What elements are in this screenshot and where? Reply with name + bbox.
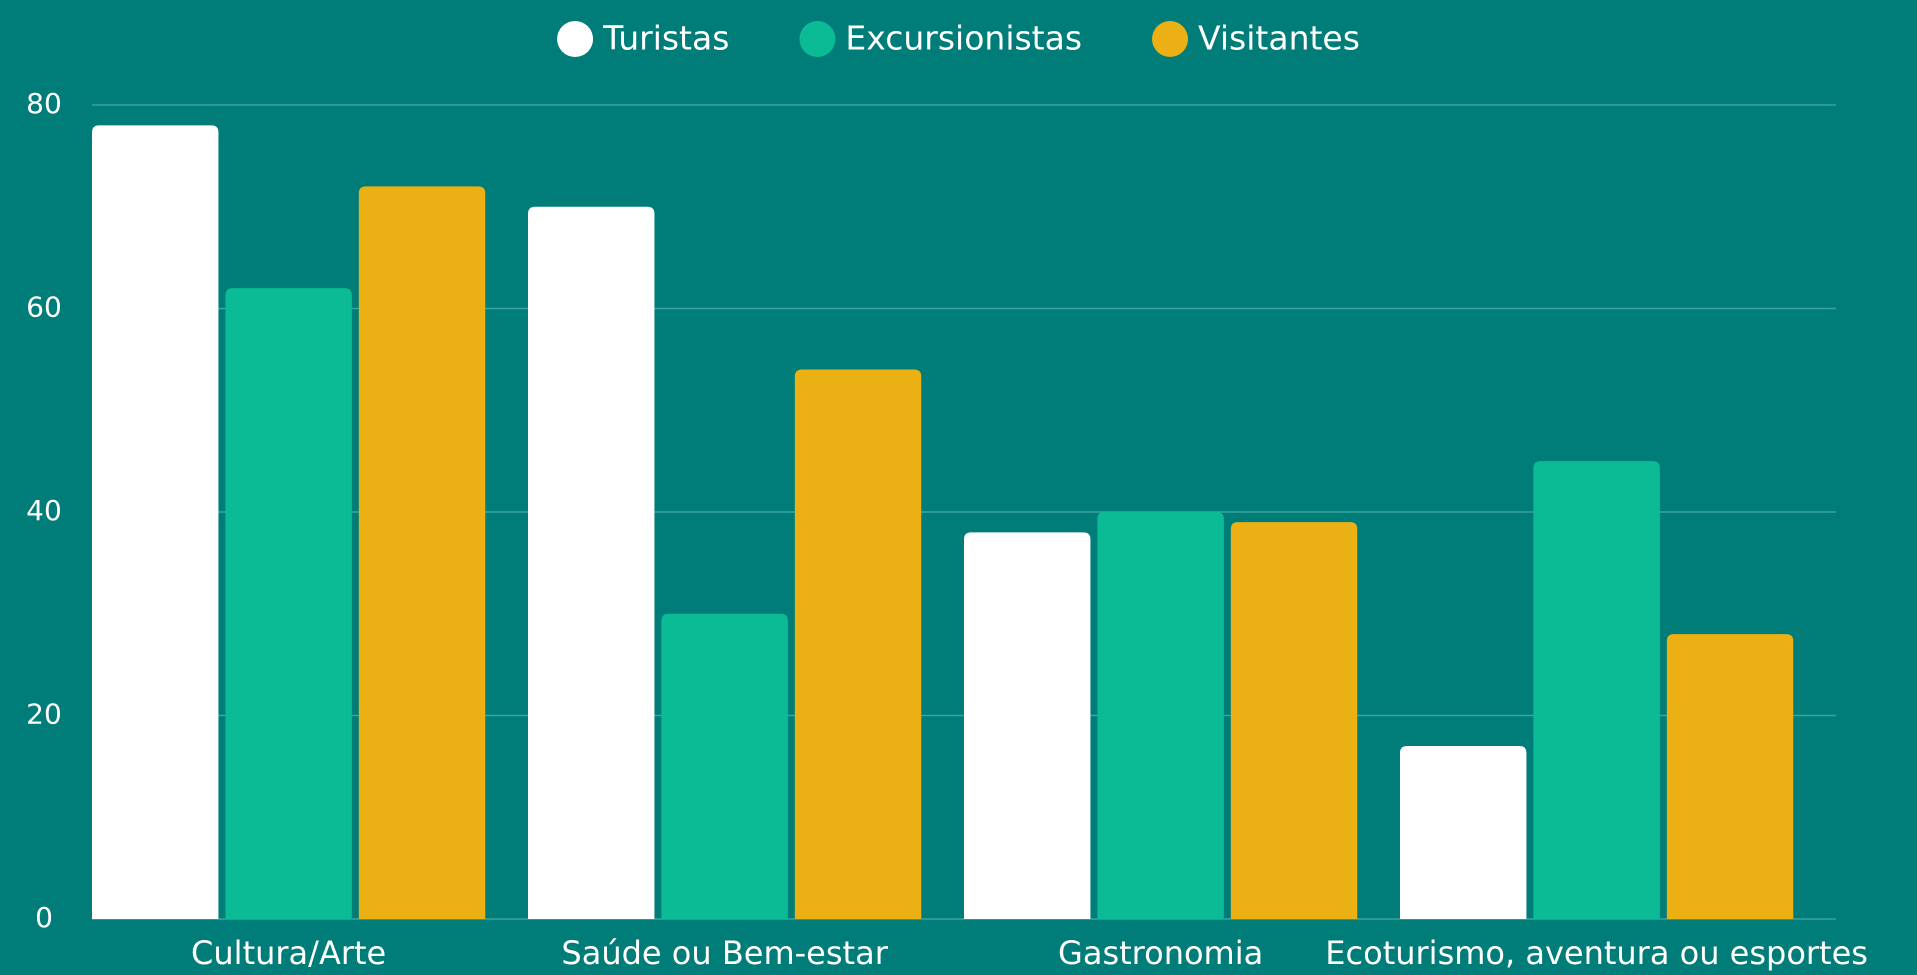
- legend-label: Visitantes: [1198, 19, 1360, 58]
- x-tick-label: Gastronomia: [1058, 934, 1263, 972]
- x-tick-label: Saúde ou Bem-estar: [561, 934, 888, 972]
- x-tick-label: Cultura/Arte: [191, 934, 386, 972]
- bar: [794, 369, 922, 919]
- bar: [964, 532, 1091, 919]
- y-tick-label: 0: [35, 901, 53, 934]
- y-tick-label: 40: [26, 494, 62, 527]
- bar: [661, 613, 788, 919]
- bar: [1097, 512, 1224, 919]
- bar: [92, 125, 219, 920]
- bar: [358, 186, 486, 919]
- bar: [1400, 746, 1527, 919]
- bar: [1533, 461, 1660, 919]
- bar: [225, 288, 352, 919]
- bar: [528, 206, 655, 919]
- y-tick-label: 60: [26, 291, 62, 324]
- bar: [1230, 522, 1358, 919]
- legend-label: Turistas: [602, 19, 729, 58]
- legend-marker: [1152, 21, 1189, 57]
- y-tick-label: 20: [26, 698, 62, 731]
- legend-label: Excursionistas: [845, 19, 1082, 58]
- bar: [1666, 634, 1794, 919]
- legend-marker: [557, 21, 594, 57]
- x-tick-label: Ecoturismo, aventura ou esportes: [1325, 934, 1868, 972]
- y-tick-label: 80: [26, 87, 62, 120]
- legend-marker: [799, 21, 836, 57]
